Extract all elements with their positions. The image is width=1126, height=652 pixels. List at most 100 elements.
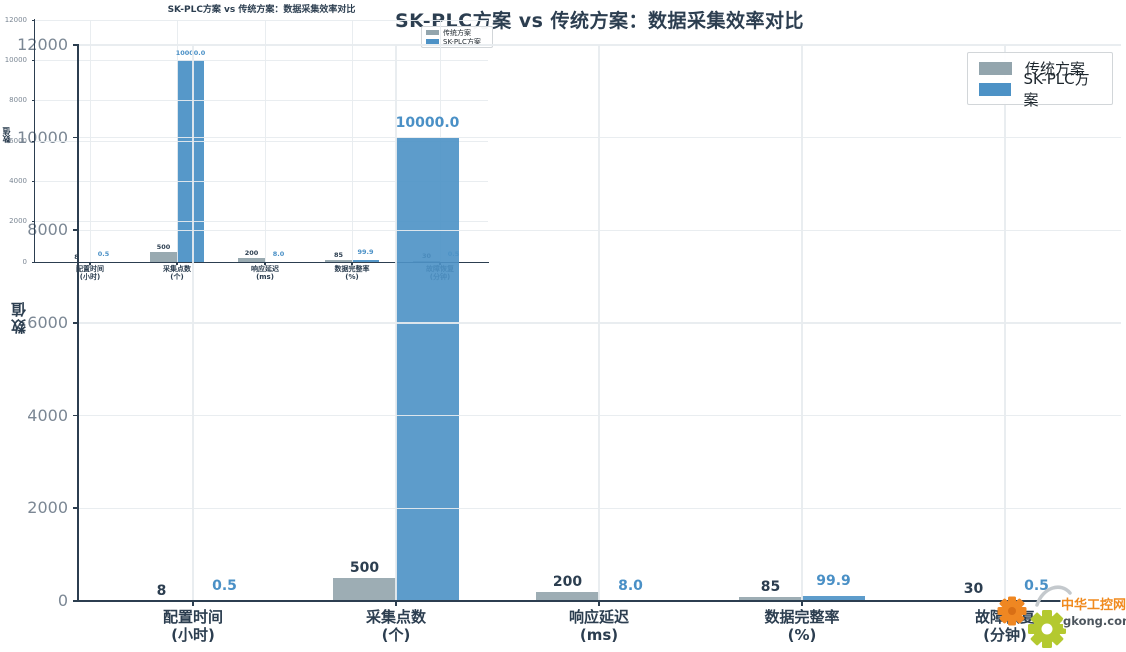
gridline-x-1 [395,45,397,601]
bar-traditional-3 [739,597,802,601]
bar-traditional-2 [238,257,265,262]
x-tick-label-1: 采集点数 (个) [316,608,476,644]
value-label-traditional-1: 500 [156,242,171,251]
gridline-y-2000 [78,507,1121,510]
y-tick-label-6000: 6000 [9,136,27,145]
y-tick-label-8000: 8000 [9,96,27,105]
watermark-gear-green [1028,610,1066,648]
legend-item-skplc: SK-PLC方案 [426,37,488,46]
chart-title: SK-PLC方案 vs 传统方案：数据采集效率对比 [394,10,805,32]
value-label-skplc-0: 0.5 [97,250,110,259]
value-label-traditional-1: 500 [349,559,380,576]
gkong-watermark: 中华工控网 gkong.com [997,585,1126,648]
x-tick-3 [801,602,803,606]
y-tick-0 [73,600,77,602]
gridline-x-1 [176,20,178,262]
y-tick-10000 [73,136,77,139]
x-axis-spine [77,600,1122,602]
category-name: 响应延迟 [568,608,629,626]
y-tick-label-10000: 10000 [17,127,68,147]
legend-swatch-skplc [426,39,439,44]
y-tick-label-6000: 6000 [27,313,68,333]
x-tick-label-0: 配置时间 (小时) [10,265,170,281]
gridline-y-0 [78,600,1121,602]
legend-swatch-skplc [979,82,1011,96]
value-label-skplc-3: 99.9 [816,573,851,590]
y-tick-8000 [32,100,34,102]
y-tick-2000 [32,221,34,223]
y-tick-label-10000: 10000 [4,55,27,64]
category-unit: (%) [787,626,817,644]
bar-traditional-2 [536,591,599,601]
x-tick-3 [351,263,353,265]
legend-label: SK-PLC方案 [1023,70,1090,109]
value-label-traditional-2: 200 [552,573,583,590]
value-label-traditional-3: 85 [333,251,344,260]
gridline-y-8000 [35,100,488,102]
x-tick-label-2: 响应延迟 (ms) [519,608,679,644]
main-legend: 传统方案 SK-PLC方案 [967,52,1113,109]
gridline-x-2 [264,20,266,262]
legend-item-traditional: 传统方案 [979,58,1101,79]
y-tick-label-4000: 4000 [9,176,27,185]
value-label-skplc-4: 0.5 [447,250,460,259]
legend-label: 传统方案 [443,28,471,37]
bar-skplc-3 [352,259,379,262]
gridline-x-4 [439,20,441,262]
gridline-y-12000 [78,44,1121,46]
watermark-gear-orange [997,596,1027,626]
x-axis-spine [34,261,489,263]
category-unit: (%) [345,273,359,281]
y-tick-6000 [73,322,77,324]
value-label-skplc-3: 99.9 [357,248,374,257]
gridline-x-4 [1004,45,1006,601]
x-tick-label-1: 采集点数 (个) [97,265,257,281]
category-name: 配置时间 [76,265,104,273]
bar-skplc-1 [177,60,204,262]
gridline-x-3 [801,45,803,601]
y-tick-2000 [73,507,77,509]
gridline-y-0 [35,261,488,263]
gridline-x-0 [192,45,194,601]
x-tick-1 [176,263,178,265]
legend-swatch-traditional [979,61,1012,75]
y-tick-12000 [32,19,34,21]
value-label-traditional-4: 30 [421,252,432,261]
inset-chart-title: SK-PLC方案 vs 传统方案：数据采集效率对比 [167,5,356,15]
category-unit: (分钟) [429,273,451,281]
x-tick-label-2: 响应延迟 (ms) [185,265,345,281]
bar-skplc-1 [396,137,459,601]
legend-item-traditional: 传统方案 [426,28,488,37]
y-tick-label-4000: 4000 [27,405,68,425]
y-axis-spine [77,44,79,602]
category-name: 采集点数 [163,265,191,273]
y-axis-label: 数值 [10,300,28,334]
y-tick-label-12000: 12000 [4,15,27,24]
bar-traditional-3 [325,260,352,262]
inset-legend: 传统方案 SK-PLC方案 [421,26,493,48]
x-tick-0 [192,602,194,606]
y-tick-6000 [32,140,34,142]
gridline-y-12000 [35,19,488,21]
bar-skplc-3 [802,596,865,601]
y-tick-label-2000: 2000 [27,498,68,518]
value-label-skplc-1: 10000.0 [395,114,460,131]
gridline-y-6000 [35,140,488,142]
y-tick-label-12000: 12000 [17,35,68,55]
value-label-skplc-0: 0.5 [212,577,237,594]
value-label-traditional-2: 200 [244,248,259,257]
x-tick-2 [598,602,600,606]
legend-label: 传统方案 [1025,59,1086,78]
value-label-traditional-0: 8 [156,582,167,599]
category-unit: (小时) [79,273,101,281]
watermark-site-url: gkong.com [1063,614,1126,628]
y-tick-4000 [73,414,77,417]
value-label-traditional-3: 85 [760,578,781,595]
value-label-skplc-2: 8.0 [618,577,643,594]
x-tick-0 [89,263,91,265]
gridline-x-0 [89,20,91,262]
y-tick-12000 [73,44,77,46]
inset-y-axis-label: 数值 [2,127,11,143]
